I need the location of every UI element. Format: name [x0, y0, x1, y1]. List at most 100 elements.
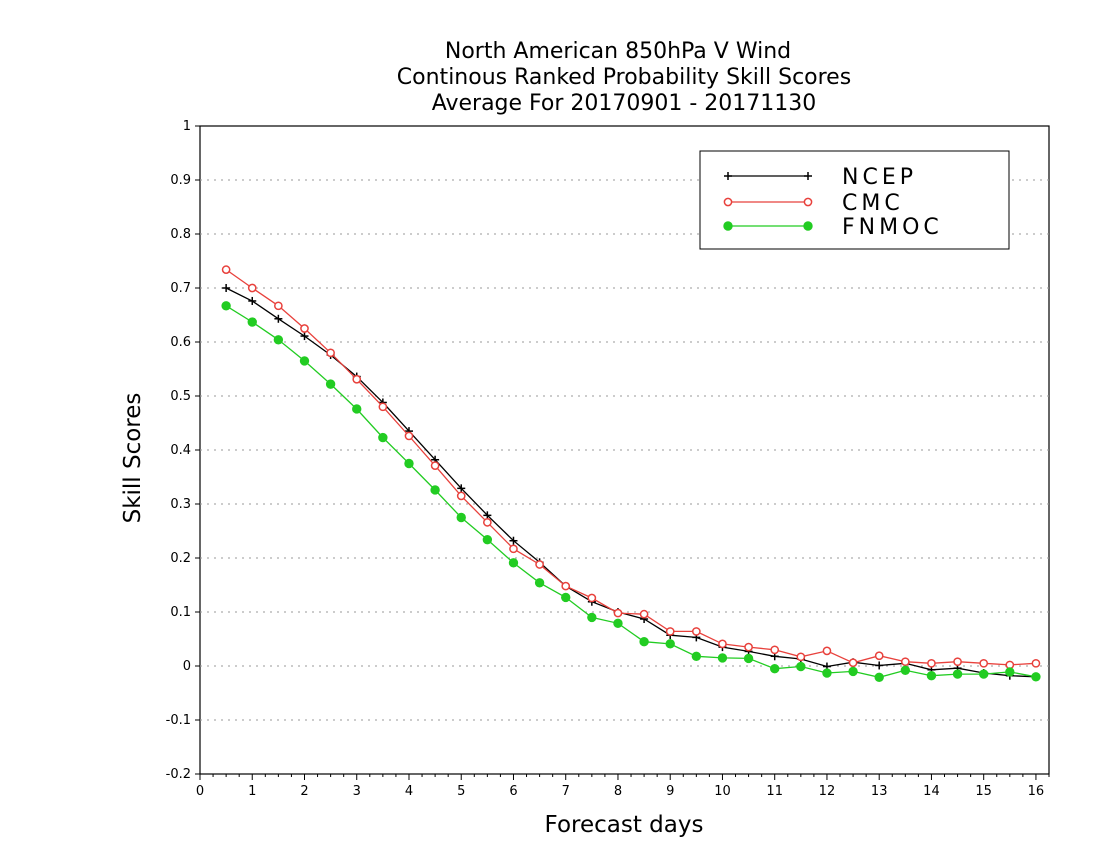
- data-point-fnmoc: [299, 356, 310, 366]
- data-point-fnmoc: [691, 651, 702, 661]
- y-tick-label: 0.6: [170, 335, 191, 350]
- data-point-ncep: [300, 332, 309, 341]
- x-tick-label: 4: [405, 784, 413, 799]
- data-point-cmc: [874, 651, 884, 661]
- data-point-fnmoc: [978, 669, 989, 679]
- data-point-cmc: [352, 374, 362, 384]
- data-point-cmc: [613, 608, 623, 618]
- legend-marker-cmc: [723, 197, 733, 207]
- y-tick-label: 0.1: [170, 605, 191, 620]
- series-layer: [221, 265, 1041, 683]
- chart-title-line-2: Continous Ranked Probability Skill Score…: [397, 65, 851, 90]
- x-axis-ticks: 0 1 2 3 4 5 6 7 8 9 10 11 12 13 14 15 16: [196, 774, 1050, 799]
- series-ncep: [222, 284, 1040, 681]
- x-tick-label: 11: [766, 784, 783, 799]
- legend-label-fnmoc: FNMOC: [842, 215, 943, 240]
- data-point-cmc: [404, 431, 414, 441]
- data-point-cmc: [744, 642, 753, 652]
- data-point-cmc: [770, 645, 780, 655]
- data-point-fnmoc: [717, 653, 728, 663]
- data-point-fnmoc: [613, 618, 623, 629]
- data-point-fnmoc: [1031, 672, 1041, 682]
- y-tick-label: 0.9: [170, 173, 191, 188]
- legend-marker-fnmoc: [723, 221, 733, 231]
- data-point-cmc: [247, 283, 257, 293]
- data-point-cmc: [665, 627, 675, 636]
- data-point-ncep: [222, 284, 231, 292]
- data-point-cmc: [953, 657, 962, 667]
- data-point-cmc: [300, 324, 309, 333]
- legend-label-cmc: CMC: [842, 191, 904, 216]
- data-point-cmc: [691, 627, 701, 636]
- data-point-fnmoc: [743, 653, 754, 664]
- chart-title-line-3: Average For 20170901 - 20171130: [432, 91, 817, 116]
- data-point-cmc: [378, 402, 388, 412]
- data-point-ncep: [274, 314, 283, 323]
- data-point-fnmoc: [587, 612, 597, 623]
- legend-entry-cmc: CMC: [723, 191, 904, 216]
- data-point-fnmoc: [639, 637, 649, 647]
- data-point-fnmoc: [822, 668, 832, 678]
- data-point-cmc: [900, 657, 910, 667]
- data-point-fnmoc: [508, 558, 519, 568]
- data-point-cmc: [796, 652, 806, 662]
- data-point-fnmoc: [378, 432, 388, 443]
- data-point-fnmoc: [926, 671, 937, 681]
- x-tick-label: 5: [457, 784, 465, 799]
- y-tick-label: 0: [183, 659, 191, 674]
- x-tick-label: 2: [300, 784, 308, 799]
- data-point-fnmoc: [430, 485, 440, 495]
- x-tick-label: 0: [196, 784, 204, 799]
- y-tick-label: 0.7: [170, 281, 191, 296]
- legend-entry-ncep: NCEP: [724, 165, 917, 190]
- data-point-fnmoc: [247, 317, 257, 327]
- data-point-ncep: [875, 661, 884, 670]
- series-line-fnmoc: [225, 305, 1037, 678]
- y-tick-label: 0.5: [170, 389, 191, 404]
- x-tick-label: 6: [509, 784, 517, 799]
- legend-entry-fnmoc: FNMOC: [723, 215, 943, 240]
- data-point-fnmoc: [665, 639, 675, 649]
- y-tick-label: -0.2: [166, 767, 191, 782]
- x-tick-label: 10: [714, 784, 731, 799]
- data-point-cmc: [326, 348, 335, 358]
- y-tick-label: 1: [183, 119, 191, 134]
- x-tick-label: 14: [923, 784, 940, 799]
- data-point-fnmoc: [770, 664, 780, 674]
- chart-title-line-1: North American 850hPa V Wind: [445, 39, 791, 64]
- data-point-ncep: [248, 296, 257, 305]
- data-point-fnmoc: [325, 379, 336, 389]
- x-axis-label: Forecast days: [545, 812, 704, 838]
- data-point-fnmoc: [456, 512, 466, 523]
- x-tick-label: 15: [975, 784, 992, 799]
- data-point-cmc: [639, 609, 649, 619]
- x-tick-label: 1: [248, 784, 256, 799]
- data-point-cmc: [587, 593, 597, 603]
- x-tick-label: 3: [353, 784, 361, 799]
- data-point-cmc: [979, 658, 989, 668]
- series-line-cmc: [225, 269, 1036, 666]
- x-tick-label: 13: [871, 784, 888, 799]
- series-cmc: [221, 265, 1041, 670]
- grid-lines: [200, 179, 1049, 721]
- legend-marker-cmc: [803, 197, 813, 207]
- legend-label-ncep: NCEP: [842, 165, 917, 190]
- data-point-fnmoc: [534, 578, 545, 588]
- series-line-ncep: [225, 287, 1036, 678]
- data-point-fnmoc: [482, 534, 493, 545]
- x-tick-label: 8: [614, 784, 622, 799]
- x-tick-label: 12: [819, 784, 836, 799]
- data-point-cmc: [274, 301, 283, 311]
- data-point-fnmoc: [952, 669, 963, 679]
- x-tick-label: 9: [666, 784, 674, 799]
- y-tick-label: 0.3: [170, 497, 191, 512]
- data-point-cmc: [221, 265, 231, 274]
- legend-marker-ncep: [804, 172, 812, 180]
- plot-area: -0.2 -0.1 0 0.1 0.2 0.3 0.4 0.5 0.6 0.7 0.8 0.9 1 0 1…: [166, 119, 1050, 799]
- data-point-fnmoc: [221, 301, 231, 311]
- data-point-fnmoc: [848, 666, 858, 677]
- data-point-ncep: [509, 536, 518, 545]
- data-point-fnmoc: [404, 458, 414, 469]
- data-point-cmc: [509, 544, 518, 554]
